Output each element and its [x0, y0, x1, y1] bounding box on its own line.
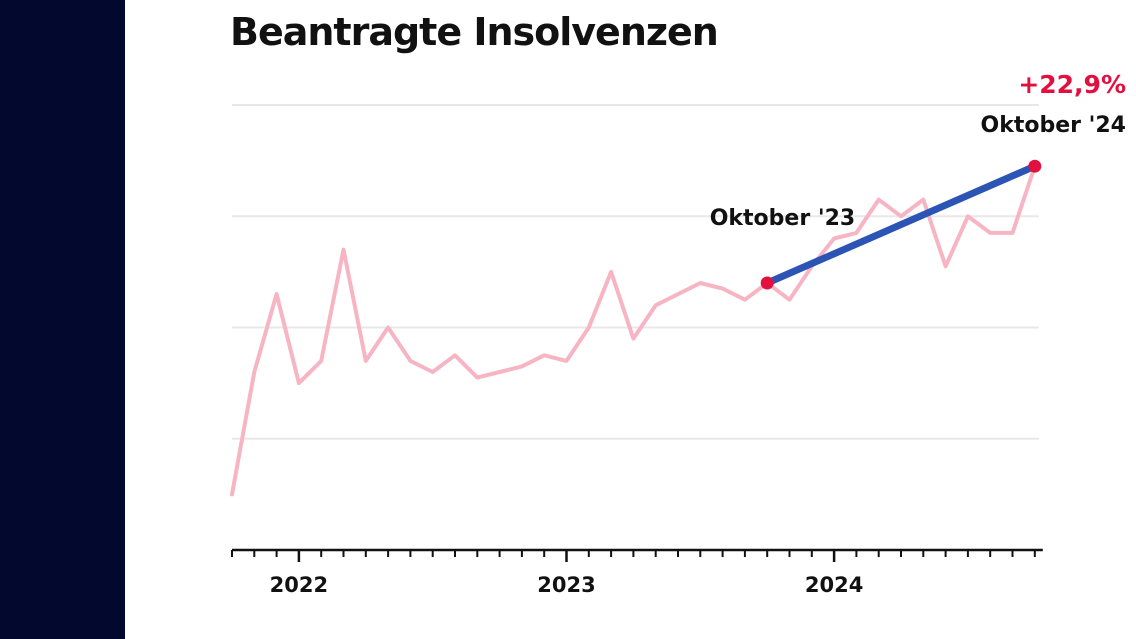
x-tick-label: 2023: [537, 573, 595, 597]
series-line: [230, 164, 1037, 497]
annotation-label: Oktober '24: [981, 113, 1127, 138]
annotation-point: [760, 276, 774, 290]
annotation-point: [1028, 159, 1042, 173]
trend-line: [763, 162, 1039, 287]
chart-title: Beantragte Insolvenzen: [230, 10, 719, 54]
annotation-label: Oktober '23: [710, 206, 856, 231]
change-label: +22,9%: [1018, 70, 1126, 99]
x-tick-label: 2022: [270, 573, 328, 597]
sidebar-panel: [0, 0, 125, 639]
x-tick-label: 2024: [805, 573, 863, 597]
